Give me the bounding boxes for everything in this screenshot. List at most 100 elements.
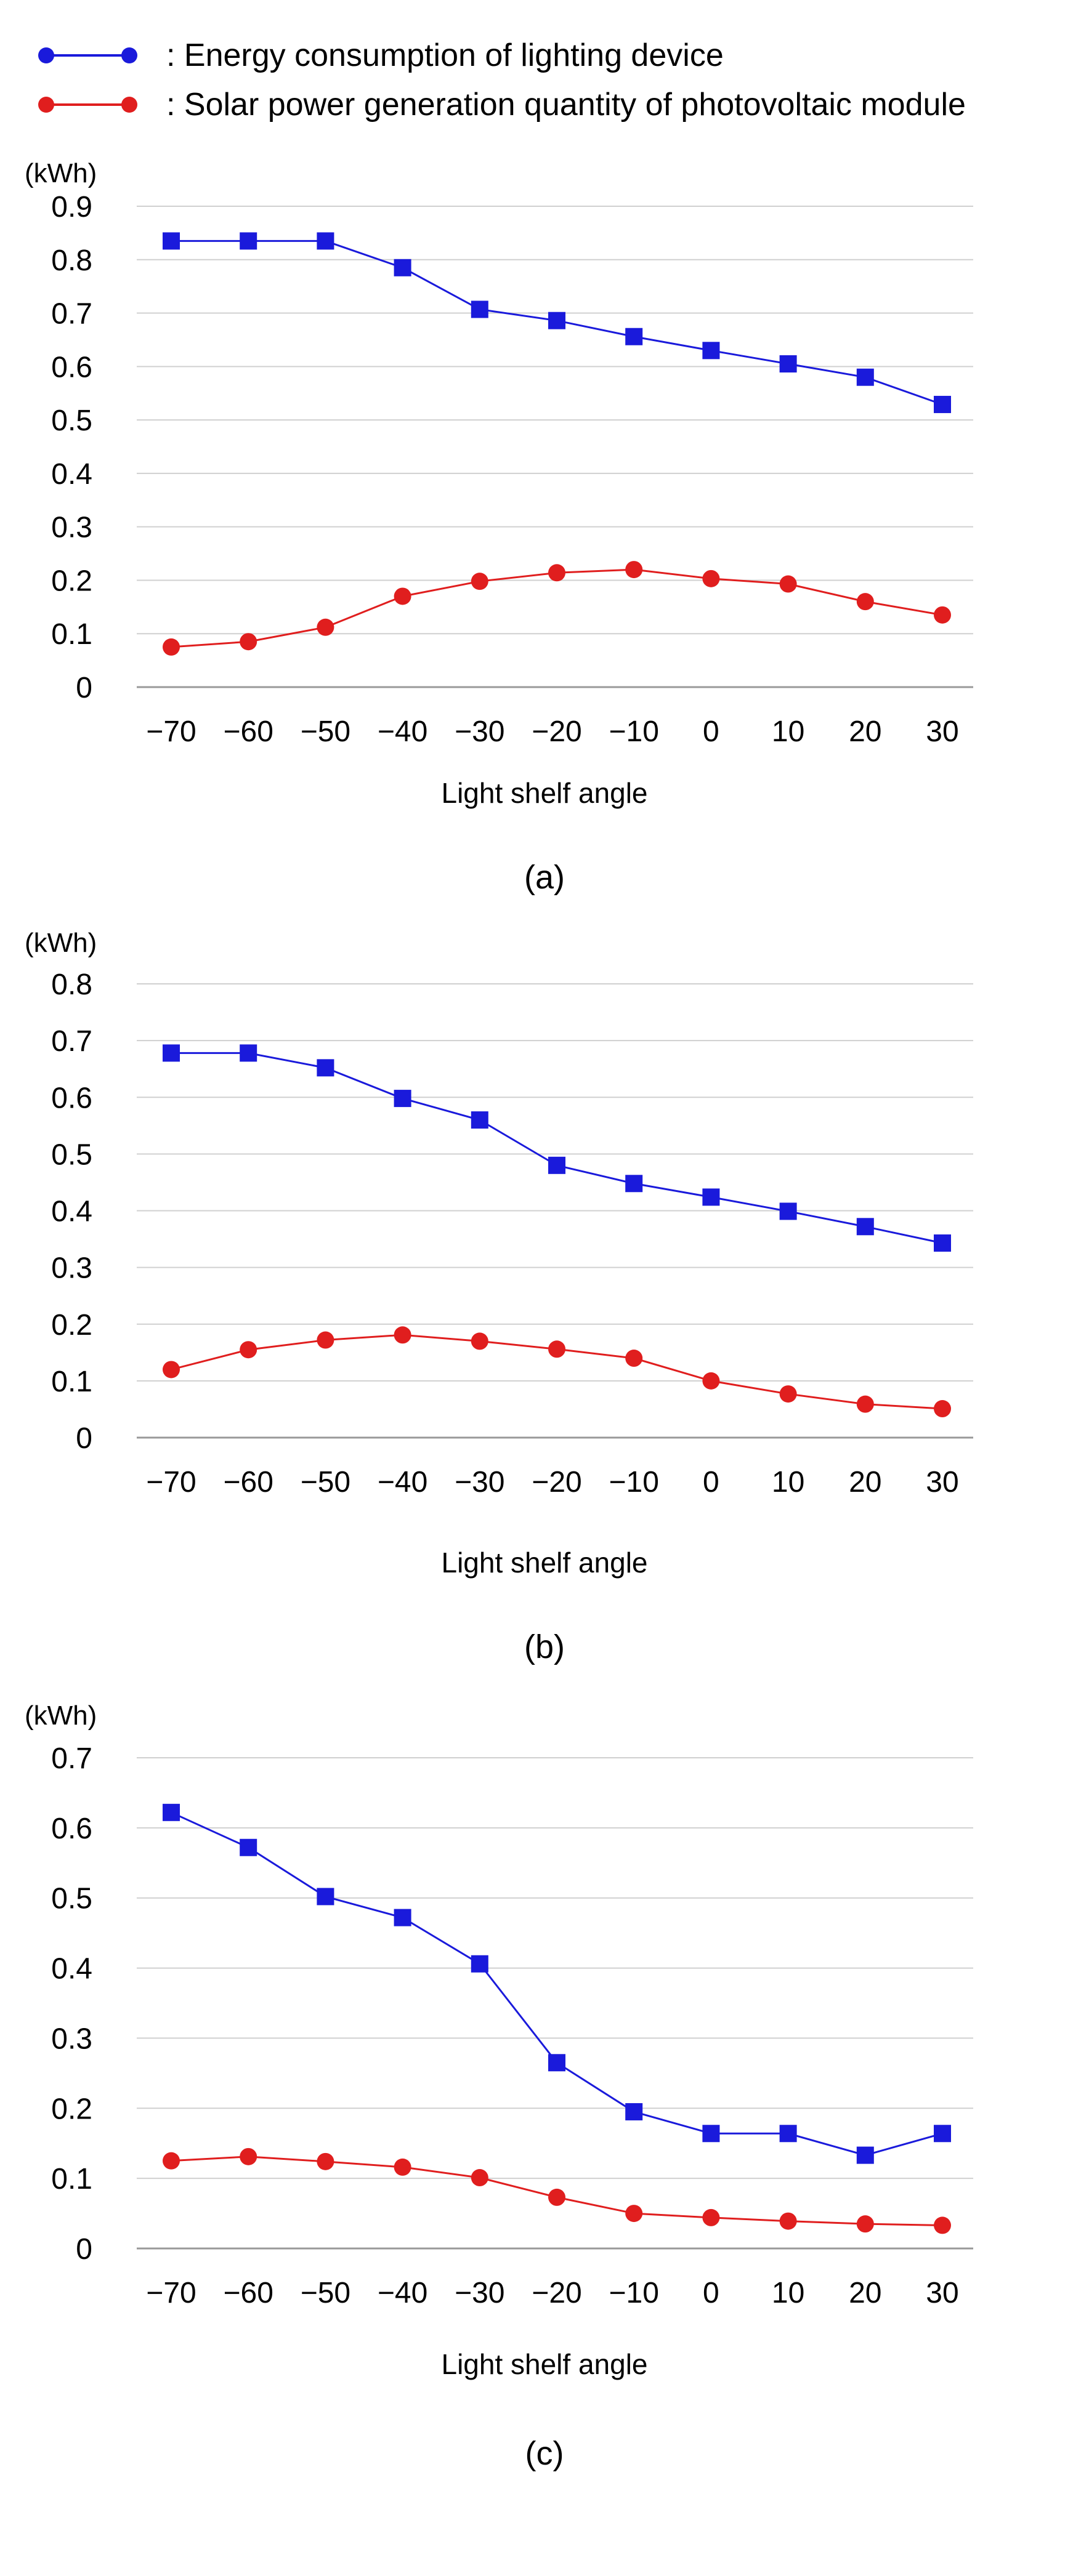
legend-label-solar: : Solar power generation quantity of pho…	[166, 87, 966, 123]
data-point-energy	[548, 312, 565, 329]
data-point-solar	[240, 633, 257, 651]
data-point-solar	[163, 638, 180, 656]
legend-item-solar: : Solar power generation quantity of pho…	[31, 80, 966, 129]
chart-caption: (c)	[525, 2435, 564, 2472]
x-tick-label: −50	[301, 1466, 350, 1499]
data-point-energy	[471, 1111, 488, 1129]
y-tick-label: 0.2	[51, 565, 92, 597]
legend-swatch-energy	[38, 47, 137, 63]
data-point-energy	[394, 259, 411, 276]
data-point-solar	[317, 1331, 334, 1349]
data-point-solar	[934, 1400, 951, 1418]
data-point-energy	[240, 1044, 257, 1062]
x-tick-label: −60	[223, 2277, 273, 2309]
data-point-solar	[856, 1395, 874, 1413]
y-tick-label: 0.4	[51, 1953, 92, 1986]
x-tick-label: −60	[223, 715, 273, 748]
y-tick-label: 0.3	[51, 2023, 92, 2055]
data-point-energy	[779, 355, 797, 372]
data-point-solar	[317, 618, 334, 636]
x-tick-label: −60	[223, 1466, 273, 1499]
data-point-energy	[240, 232, 257, 250]
data-point-energy	[934, 1234, 951, 1252]
chart-caption: (b)	[524, 1628, 565, 1665]
data-point-solar	[856, 593, 874, 611]
x-tick-label: 20	[849, 1466, 881, 1499]
data-point-solar	[934, 606, 951, 624]
x-tick-label: 10	[772, 2277, 804, 2309]
data-point-solar	[625, 1350, 643, 1367]
y-tick-label: 0.7	[51, 1742, 92, 1775]
data-point-energy	[856, 2146, 874, 2164]
y-axis-label: (kWh)	[25, 928, 97, 958]
data-point-solar	[702, 2208, 720, 2226]
data-point-energy	[394, 1090, 411, 1108]
data-point-solar	[317, 2152, 334, 2170]
y-tick-label: 0	[76, 2233, 92, 2266]
x-tick-label: −20	[532, 2277, 581, 2309]
y-axis-label: (kWh)	[25, 158, 97, 188]
data-point-solar	[548, 2188, 565, 2206]
x-tick-label: 10	[772, 715, 804, 748]
data-point-solar	[856, 2215, 874, 2233]
y-tick-label: 0.8	[51, 244, 92, 277]
y-tick-label: 0.1	[51, 618, 92, 651]
data-point-energy	[934, 2125, 951, 2143]
y-tick-label: 0.2	[51, 2093, 92, 2125]
data-point-solar	[779, 575, 797, 593]
y-tick-label: 0.3	[51, 512, 92, 544]
data-point-energy	[934, 395, 951, 413]
chart-c: 00.10.20.30.40.50.60.7(kWh)−70 −60 −50 −40−…	[25, 1701, 973, 2472]
legend-label-energy: : Energy consumption of lighting device	[166, 38, 724, 73]
y-tick-label: 0	[76, 672, 92, 704]
x-tick-label: 30	[926, 715, 958, 748]
data-point-solar	[394, 2158, 411, 2176]
x-tick-label: −30	[455, 1466, 504, 1499]
data-point-solar	[471, 1332, 488, 1350]
x-tick-label: −10	[609, 2277, 658, 2309]
x-tick-label: −70	[146, 1466, 196, 1499]
x-tick-label: −50	[301, 2277, 350, 2309]
y-tick-label: 0.2	[51, 1309, 92, 1342]
chart-b: 00.10.20.30.40.50.60.70.8(kWh)−70 −60 −50−…	[25, 928, 973, 1665]
x-tick-label: −10	[609, 1466, 658, 1499]
x-tick-label: −40	[378, 715, 427, 748]
data-point-energy	[317, 1059, 334, 1077]
data-point-energy	[163, 1044, 180, 1062]
y-tick-label: 0.1	[51, 1366, 92, 1398]
data-point-energy	[548, 1156, 565, 1174]
data-point-energy	[548, 2054, 565, 2072]
data-point-solar	[625, 561, 643, 579]
data-point-solar	[548, 1340, 565, 1358]
y-tick-label: 0.7	[51, 1025, 92, 1058]
data-point-energy	[394, 1909, 411, 1926]
x-tick-label: 30	[926, 2277, 958, 2309]
data-point-energy	[856, 368, 874, 386]
legend: : Energy consumption of lighting device …	[0, 0, 1089, 160]
legend-swatch-solar	[38, 97, 137, 113]
data-point-solar	[779, 2212, 797, 2230]
x-tick-label: −30	[455, 2277, 504, 2309]
data-point-solar	[471, 2169, 488, 2187]
chart-caption: (a)	[524, 859, 565, 896]
data-point-energy	[702, 2125, 720, 2143]
y-tick-label: 0.7	[51, 298, 92, 331]
data-point-solar	[471, 573, 488, 590]
y-axis-label: (kWh)	[25, 1701, 97, 1731]
data-point-energy	[471, 300, 488, 318]
x-tick-label: 0	[703, 715, 719, 748]
data-point-energy	[779, 2125, 797, 2143]
y-tick-label: 0.3	[51, 1252, 92, 1285]
data-point-energy	[163, 1803, 180, 1821]
x-tick-label: −20	[532, 715, 581, 748]
chart-a: 00.10.20.30.40.50.60.70.80.9(kWh)−70 −60−…	[25, 158, 973, 896]
data-point-energy	[779, 1202, 797, 1220]
data-point-energy	[317, 232, 334, 250]
y-tick-label: 0.4	[51, 458, 92, 491]
x-tick-label: 20	[849, 2277, 881, 2309]
y-tick-label: 0.9	[51, 191, 92, 223]
x-tick-label: 10	[772, 1466, 804, 1499]
x-tick-label: −30	[455, 715, 504, 748]
x-tick-label: 0	[703, 1466, 719, 1499]
